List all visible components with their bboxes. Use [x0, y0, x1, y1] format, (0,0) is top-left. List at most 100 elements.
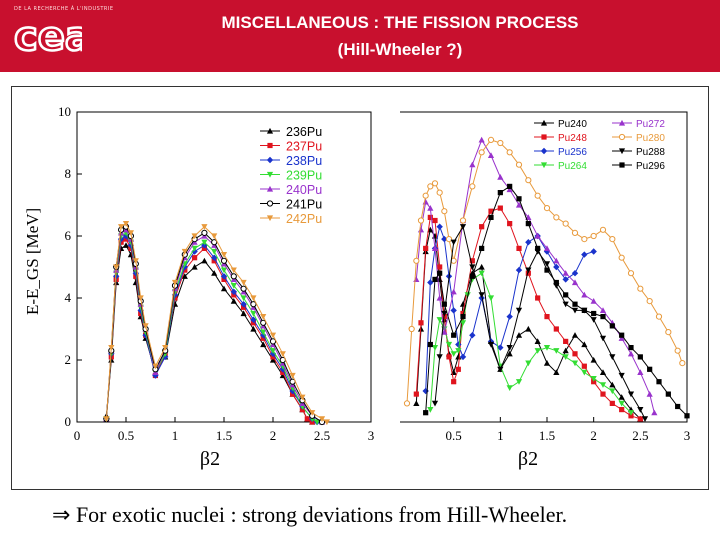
data-point — [581, 363, 587, 369]
data-point — [562, 276, 569, 283]
data-point — [506, 345, 513, 351]
data-point — [171, 279, 179, 286]
data-point — [497, 139, 504, 147]
data-point — [113, 264, 120, 271]
legend-marker — [540, 162, 548, 169]
data-point — [269, 332, 277, 339]
data-point — [534, 232, 541, 239]
data-point — [459, 224, 467, 230]
data-point — [609, 388, 616, 395]
left-x-axis-label: β2 — [200, 448, 220, 470]
series-Pu296 — [423, 183, 690, 419]
data-point — [599, 307, 607, 313]
data-point — [553, 257, 560, 264]
data-point — [413, 276, 420, 282]
data-point — [525, 177, 532, 184]
data-point — [191, 233, 198, 240]
x-tick-label: 2 — [590, 428, 597, 443]
data-point — [250, 301, 257, 308]
data-point — [506, 350, 513, 357]
data-point — [534, 192, 541, 199]
data-point — [506, 186, 513, 193]
data-point — [289, 372, 296, 379]
data-point — [162, 345, 169, 351]
data-point — [581, 291, 588, 298]
data-point — [431, 180, 439, 187]
data-point — [600, 391, 606, 397]
legend-marker — [618, 119, 626, 126]
data-point — [427, 205, 434, 211]
data-point — [260, 332, 267, 339]
data-point — [609, 400, 615, 406]
caption-text: For exotic nuclei : strong deviations fr… — [75, 502, 568, 527]
data-point — [478, 294, 485, 302]
data-point — [674, 347, 681, 354]
org-tagline: DE LA RECHERCHE À L'INDUSTRIE — [14, 6, 114, 12]
legend-label: Pu288 — [636, 147, 665, 158]
data-point — [211, 270, 218, 276]
data-point — [535, 245, 541, 251]
legend-marker — [541, 134, 547, 140]
data-point — [562, 347, 569, 354]
data-point — [451, 332, 457, 338]
data-point — [314, 419, 321, 426]
data-point — [413, 391, 419, 397]
data-point — [684, 413, 690, 419]
data-point — [152, 363, 159, 370]
data-point — [627, 410, 635, 416]
data-point — [260, 314, 267, 320]
series-242Pu — [103, 221, 330, 426]
header-banner: DE LA RECHERCHE À L'INDUSTRIE cea MISCEL… — [0, 0, 720, 72]
data-point — [211, 239, 218, 246]
data-point — [441, 310, 448, 317]
data-point — [534, 338, 541, 344]
data-point — [525, 325, 532, 332]
data-point — [446, 354, 452, 360]
data-point — [516, 245, 522, 251]
y-tick-label: 6 — [65, 228, 72, 243]
data-point — [665, 329, 672, 336]
y-tick-label: 8 — [65, 166, 72, 181]
data-point — [609, 354, 616, 360]
data-point — [459, 320, 467, 326]
data-point — [516, 196, 522, 202]
right-plot-area — [400, 111, 688, 423]
legend-label: 242Pu — [286, 212, 322, 226]
data-point — [627, 350, 635, 357]
data-point — [525, 221, 531, 227]
data-point — [437, 270, 443, 276]
data-point — [553, 263, 560, 271]
data-point — [581, 369, 588, 376]
data-point — [220, 252, 228, 258]
data-point — [422, 387, 429, 395]
data-point — [628, 413, 634, 419]
data-point — [279, 351, 286, 357]
data-point — [571, 332, 579, 338]
data-point — [469, 258, 475, 264]
data-point — [323, 419, 330, 426]
series-Pu256 — [422, 223, 597, 395]
data-point — [118, 224, 125, 230]
data-point — [437, 264, 443, 270]
legend-marker — [266, 185, 274, 192]
legend-label: 239Pu — [286, 169, 322, 183]
data-point — [487, 341, 495, 348]
data-point — [413, 400, 420, 406]
data-point — [600, 314, 606, 320]
data-point — [230, 288, 237, 295]
data-point — [562, 220, 569, 227]
data-point — [201, 224, 208, 230]
legend-label: 240Pu — [286, 183, 322, 197]
data-point — [181, 273, 188, 279]
data-point — [427, 279, 434, 286]
legend-marker — [619, 162, 625, 168]
data-point — [515, 266, 523, 274]
legend-marker — [266, 156, 274, 164]
data-point — [230, 283, 237, 289]
data-point — [441, 301, 447, 307]
data-point — [441, 208, 448, 215]
page-title: MISCELLANEOUS : THE FISSION PROCESS — [221, 13, 579, 32]
data-point — [408, 325, 415, 333]
data-point — [487, 136, 495, 144]
data-point — [478, 263, 485, 270]
